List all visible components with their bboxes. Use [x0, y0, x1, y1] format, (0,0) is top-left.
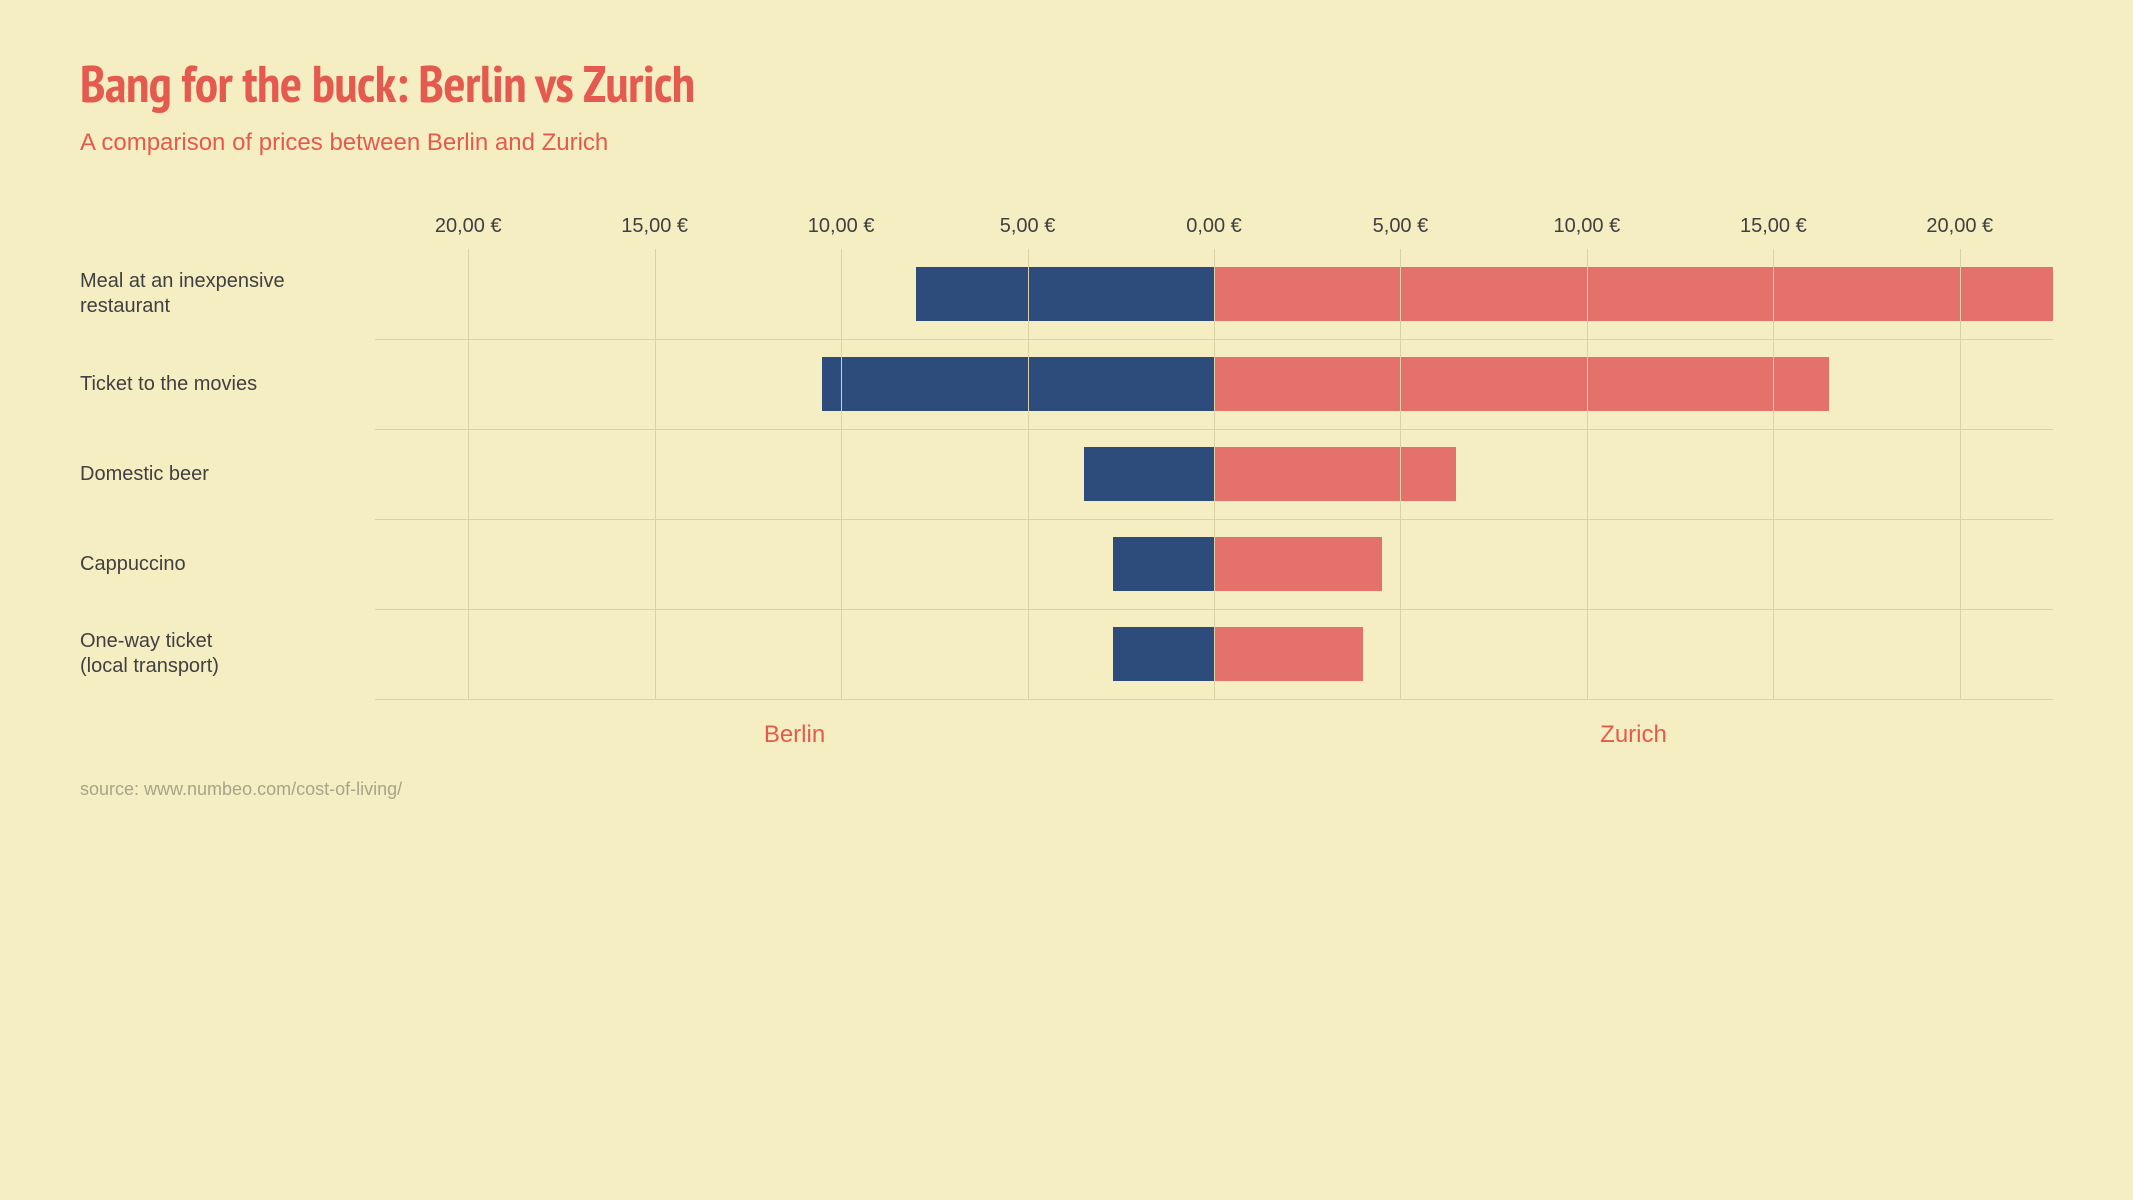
chart-title: Bang for the buck: Berlin vs Zurich	[80, 50, 2053, 117]
gridline	[1028, 249, 1029, 699]
gridline	[655, 249, 656, 699]
row-separator	[375, 699, 2053, 700]
source-text: source: www.numbeo.com/cost-of-living/	[80, 779, 2053, 800]
gridline	[1400, 249, 1401, 699]
row-separator	[375, 429, 2053, 430]
x-tick-label: 15,00 €	[1740, 215, 1807, 238]
bar-berlin	[1113, 627, 1214, 681]
gridline	[1960, 249, 1961, 699]
legend-zurich: Zurich	[1214, 721, 2053, 749]
bar-berlin	[1113, 537, 1214, 591]
category-label: Domestic beer	[80, 429, 375, 519]
bar-zurich	[1214, 627, 1363, 681]
category-label: Ticket to the movies	[80, 339, 375, 429]
gridline	[841, 249, 842, 699]
bar-zurich	[1214, 267, 2053, 321]
x-tick-label: 20,00 €	[435, 215, 502, 238]
x-tick-label: 5,00 €	[1373, 215, 1429, 238]
gridline	[1773, 249, 1774, 699]
x-tick-label: 10,00 €	[1554, 215, 1621, 238]
category-label: Meal at an inexpensiverestaurant	[80, 249, 375, 339]
x-tick-label: 0,00 €	[1186, 215, 1242, 238]
row-separator	[375, 339, 2053, 340]
plot-area: 20,00 € 15,00 € 10,00 € 5,00 € 0,00 € 5,00 € 1…	[375, 207, 2053, 699]
bar-zurich	[1214, 537, 1382, 591]
legend: Berlin Zurich	[80, 721, 2053, 749]
bar-berlin	[1084, 447, 1215, 501]
gridline	[1587, 249, 1588, 699]
x-tick-label: 5,00 €	[1000, 215, 1056, 238]
bar-zurich	[1214, 357, 1829, 411]
category-label: Cappuccino	[80, 519, 375, 609]
y-axis-labels: Meal at an inexpensiverestaurantTicket t…	[80, 207, 375, 699]
x-tick-label: 20,00 €	[1926, 215, 1993, 238]
row-separator	[375, 609, 2053, 610]
x-tick-label: 15,00 €	[621, 215, 688, 238]
chart: Meal at an inexpensiverestaurantTicket t…	[80, 207, 2053, 699]
bar-berlin	[916, 267, 1214, 321]
legend-berlin: Berlin	[375, 721, 1214, 749]
row-separator	[375, 519, 2053, 520]
chart-subtitle: A comparison of prices between Berlin an…	[80, 129, 2053, 157]
category-label: One-way ticket(local transport)	[80, 609, 375, 699]
bar-zurich	[1214, 447, 1456, 501]
bar-berlin	[822, 357, 1214, 411]
gridline	[468, 249, 469, 699]
gridline	[1214, 249, 1215, 699]
x-tick-label: 10,00 €	[808, 215, 875, 238]
